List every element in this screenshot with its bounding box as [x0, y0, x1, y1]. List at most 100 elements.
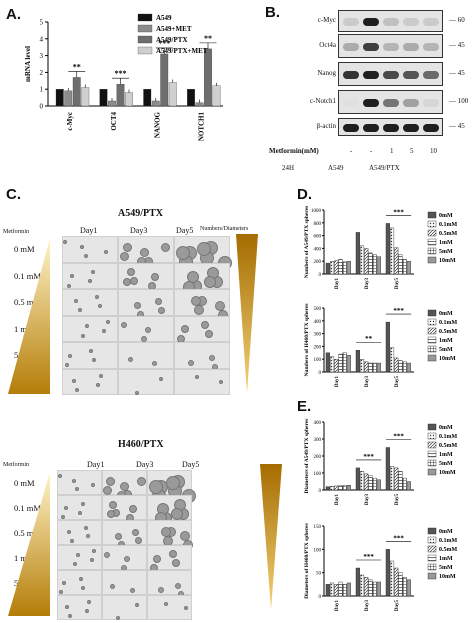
legend-swatch: [427, 336, 437, 344]
bar: [334, 485, 339, 491]
a-bar: [55, 89, 64, 107]
sphere: [78, 577, 83, 581]
a-bar: [99, 89, 108, 107]
sphere-image: [62, 289, 118, 316]
legend-label: 10mM: [439, 258, 456, 264]
axis-ylabel: Diameters of A549/PTX spheres: [304, 419, 310, 494]
sphere: [158, 306, 166, 314]
bar: [372, 477, 377, 491]
sig-marker: ***: [393, 307, 404, 315]
blot-band: [343, 43, 359, 51]
legend-label: 0.5mM: [439, 231, 457, 237]
blot-band: [383, 43, 399, 51]
sphere: [134, 537, 142, 544]
sphere-image: [102, 470, 147, 500]
bar: [368, 252, 373, 275]
bar: [368, 475, 373, 491]
bar: [355, 567, 360, 597]
a-significance: ***: [115, 69, 127, 78]
x-tick-label: Day3: [365, 376, 370, 388]
sphere-image: [57, 570, 102, 595]
sig-marker: **: [365, 335, 373, 343]
bar: [402, 577, 407, 597]
legend-label: 0.5mM: [439, 329, 457, 335]
bar: [406, 261, 411, 275]
sphere: [96, 383, 101, 388]
tick-label: 200: [314, 455, 322, 460]
sphere: [104, 551, 111, 558]
legend-swatch: [427, 468, 437, 476]
sphere-image: [147, 470, 197, 503]
sphere: [103, 485, 113, 495]
sphere-image: [118, 315, 174, 343]
bar: [325, 262, 330, 275]
a-significance: ***: [158, 39, 170, 48]
blot-band: [343, 18, 359, 26]
tick-label: 0: [319, 273, 322, 278]
bar: [406, 362, 411, 373]
sphere: [77, 308, 82, 313]
sphere: [102, 329, 107, 334]
tick-label: 1000: [311, 209, 322, 214]
c-bottom-left-wedge: [8, 472, 50, 616]
axis-ylabel: Numbers of A549/PTX spheres: [304, 206, 310, 278]
sphere: [196, 241, 211, 256]
sphere: [179, 531, 190, 542]
sphere: [126, 268, 135, 277]
a-legend-label: A549/PTX: [156, 36, 188, 44]
sphere: [140, 247, 150, 257]
sphere: [62, 581, 67, 586]
bar: [389, 347, 395, 373]
bar: [376, 479, 381, 491]
bar: [372, 581, 377, 597]
blot-band: [363, 71, 379, 79]
bar: [398, 572, 403, 597]
panel-c-label: C.: [6, 186, 21, 203]
bar: [338, 259, 343, 275]
sphere: [135, 390, 140, 395]
bar: [330, 486, 335, 491]
bar: [338, 581, 343, 597]
sphere: [61, 515, 66, 520]
a-legend-label: A549/PTX+MET: [156, 47, 208, 55]
tick-label: 100: [314, 472, 322, 477]
a-legend-label: A549: [156, 14, 172, 22]
sphere-image: [147, 545, 192, 572]
a-category: c-Myc: [66, 112, 74, 131]
sphere: [91, 269, 95, 274]
sphere: [208, 355, 215, 361]
blot-band: [383, 18, 399, 26]
panel-b-blot: c-Myc — 60 Oct4a — 45 Nanog — 45 c-Notch1 — 100…: [266, 6, 471, 178]
bar: [385, 321, 390, 373]
c-day-label: Day5: [176, 226, 194, 235]
sphere-image: [118, 368, 174, 395]
sphere: [94, 294, 99, 299]
sphere: [69, 538, 74, 543]
bar: [376, 581, 381, 597]
sphere-image: [174, 262, 230, 293]
group-a549ptx: A549/PTX: [369, 164, 400, 172]
sphere-image: [102, 495, 147, 522]
panel-d-label: D.: [297, 186, 312, 203]
sphere: [75, 387, 80, 392]
sig-marker: ***: [393, 433, 404, 441]
bar: [360, 574, 365, 597]
sphere: [175, 582, 181, 589]
blot-band: [423, 18, 439, 26]
tick-label: 0: [319, 489, 322, 494]
bar: [364, 473, 369, 491]
bar: [330, 582, 335, 597]
blot-row: [338, 90, 443, 114]
c-bottom-right-wedge: [260, 464, 282, 610]
c-bottom-met-label: Metformin: [3, 462, 29, 468]
c-dose-label: 1 mM: [14, 552, 35, 563]
blot-band: [403, 124, 419, 132]
tick-label: 600: [314, 235, 322, 240]
sphere: [120, 322, 127, 329]
c-dose-label: 0.5 mM: [14, 297, 41, 308]
bar: [402, 477, 407, 491]
c-dose-label: 0 mM: [14, 244, 35, 255]
blot-mw-marker: — 60: [449, 16, 465, 24]
bar: [346, 582, 351, 597]
sphere: [105, 319, 110, 324]
